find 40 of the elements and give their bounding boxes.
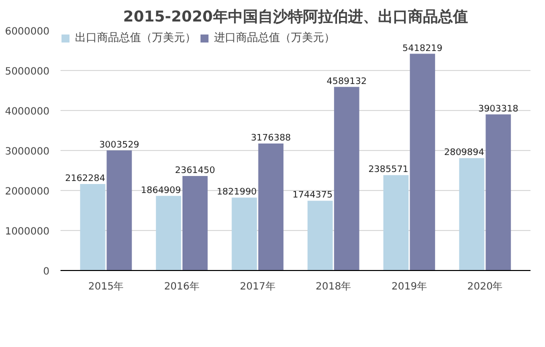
bar [258, 143, 284, 270]
x-tick-label: 2020年 [467, 280, 503, 292]
data-label: 5418219 [402, 44, 443, 54]
bar [232, 198, 257, 270]
bar [486, 114, 511, 270]
data-label: 4589132 [326, 76, 367, 87]
y-tick-label: 6000000 [4, 26, 50, 38]
data-label: 1744375 [292, 190, 333, 201]
y-tick-label: 4000000 [4, 106, 50, 118]
chart-title: 2015-2020年中国自沙特阿拉伯进、出口商品总值 [123, 8, 468, 26]
bar [459, 158, 484, 270]
data-label: 2809894 [444, 148, 484, 158]
x-tick-label: 2018年 [316, 280, 352, 292]
bar [156, 196, 182, 270]
data-label: 1864909 [140, 186, 182, 196]
y-tick-label: 0 [43, 266, 50, 278]
bar [334, 86, 360, 270]
data-label: 3176388 [250, 133, 292, 144]
data-label: 3003529 [99, 140, 140, 150]
bar [410, 54, 436, 270]
x-tick-label: 2019年 [391, 280, 427, 292]
data-label: 2361450 [175, 166, 216, 176]
bar [383, 175, 409, 270]
x-tick-label: 2016年 [164, 280, 200, 292]
data-label: 3903318 [478, 104, 519, 114]
x-tick-label: 2017年 [240, 280, 276, 292]
data-label: 1821990 [216, 188, 258, 198]
y-tick-label: 1000000 [4, 226, 50, 238]
legend-label: 出口商品总值（万美元） [75, 30, 196, 45]
y-tick-label: 3000000 [4, 146, 50, 158]
x-tick-label: 2015年 [88, 280, 124, 292]
bar [106, 150, 132, 270]
bar [308, 200, 333, 270]
data-label: 2162284 [65, 174, 106, 184]
y-tick-label: 2000000 [4, 186, 50, 198]
data-label: 2385571 [368, 165, 408, 176]
bar [80, 184, 106, 270]
legend-label: 进口商品总值（万美元） [214, 30, 335, 45]
y-tick-label: 5000000 [4, 66, 50, 78]
bar [182, 176, 208, 270]
